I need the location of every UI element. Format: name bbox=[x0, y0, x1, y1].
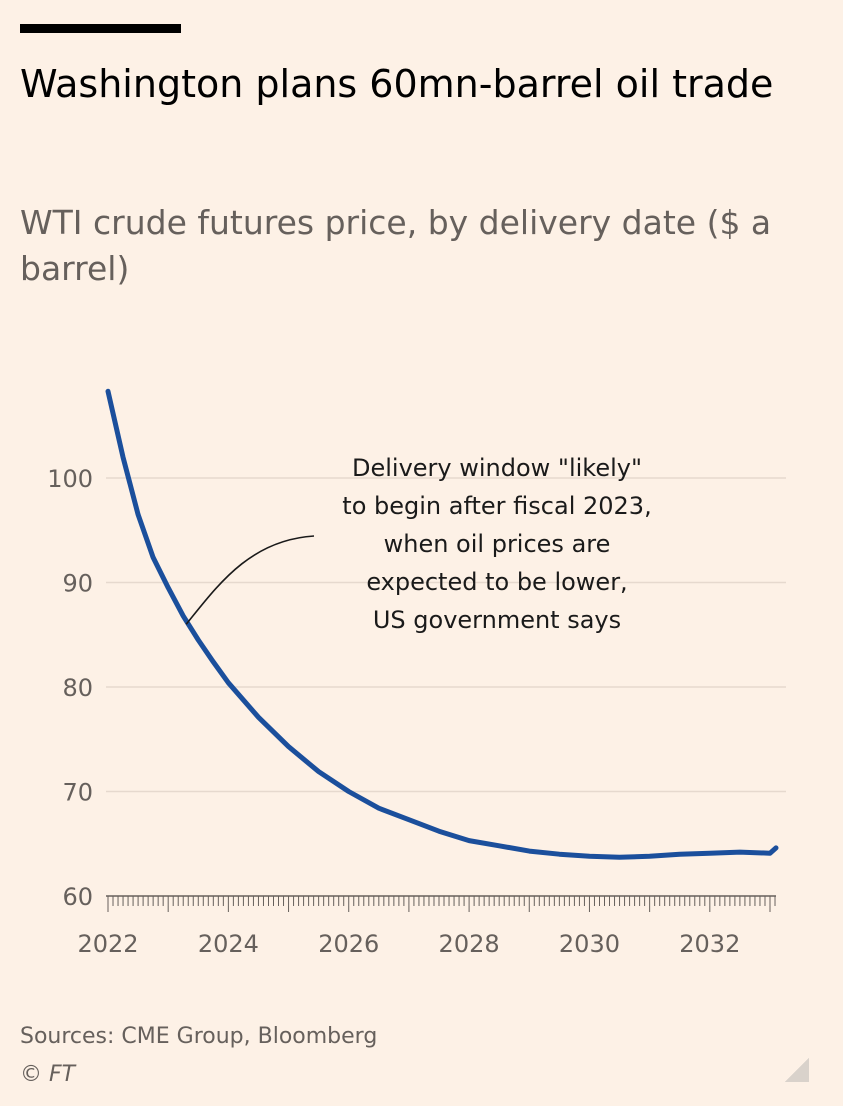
x-axis-minor-ticks bbox=[107, 896, 776, 912]
line-chart: 60 70 80 90 100 2022 2024 2026 2028 2030 2032 Del… bbox=[47, 388, 786, 958]
chart-subtitle: WTI crude futures price, by delivery dat… bbox=[20, 203, 772, 288]
x-tick-label-2024: 2024 bbox=[198, 930, 259, 958]
x-tick-label-2026: 2026 bbox=[318, 930, 379, 958]
y-tick-label-100: 100 bbox=[47, 465, 93, 493]
annotation-line-3: when oil prices are bbox=[384, 530, 611, 558]
ft-top-bar bbox=[20, 24, 181, 33]
y-axis-labels: 60 70 80 90 100 bbox=[47, 465, 93, 911]
ft-credit: © FT bbox=[20, 1062, 76, 1087]
y-tick-label-90: 90 bbox=[62, 570, 93, 598]
annotation-line-2: to begin after fiscal 2023, bbox=[342, 492, 651, 520]
y-tick-label-70: 70 bbox=[62, 779, 93, 807]
annotation-line-1: Delivery window "likely" bbox=[352, 454, 642, 482]
resize-grip-icon bbox=[785, 1058, 809, 1082]
annotation-leader-line bbox=[185, 535, 315, 625]
x-tick-label-2032: 2032 bbox=[679, 930, 740, 958]
chart-title: Washington plans 60mn-barrel oil trade bbox=[20, 62, 774, 106]
y-tick-label-60: 60 bbox=[62, 883, 93, 911]
x-tick-label-2028: 2028 bbox=[439, 930, 500, 958]
sources-note: Sources: CME Group, Bloomberg bbox=[20, 1024, 378, 1049]
annotation-line-5: US government says bbox=[373, 606, 621, 634]
annotation-text: Delivery window "likely" to begin after f… bbox=[342, 454, 651, 634]
x-axis-labels: 2022 2024 2026 2028 2030 2032 bbox=[77, 930, 740, 958]
x-tick-label-2030: 2030 bbox=[559, 930, 620, 958]
y-tick-label-80: 80 bbox=[62, 674, 93, 702]
x-tick-label-2022: 2022 bbox=[77, 930, 138, 958]
gridlines bbox=[106, 477, 786, 897]
series-line-wti-futures bbox=[105, 388, 779, 860]
annotation-line-4: expected to be lower, bbox=[366, 568, 627, 596]
